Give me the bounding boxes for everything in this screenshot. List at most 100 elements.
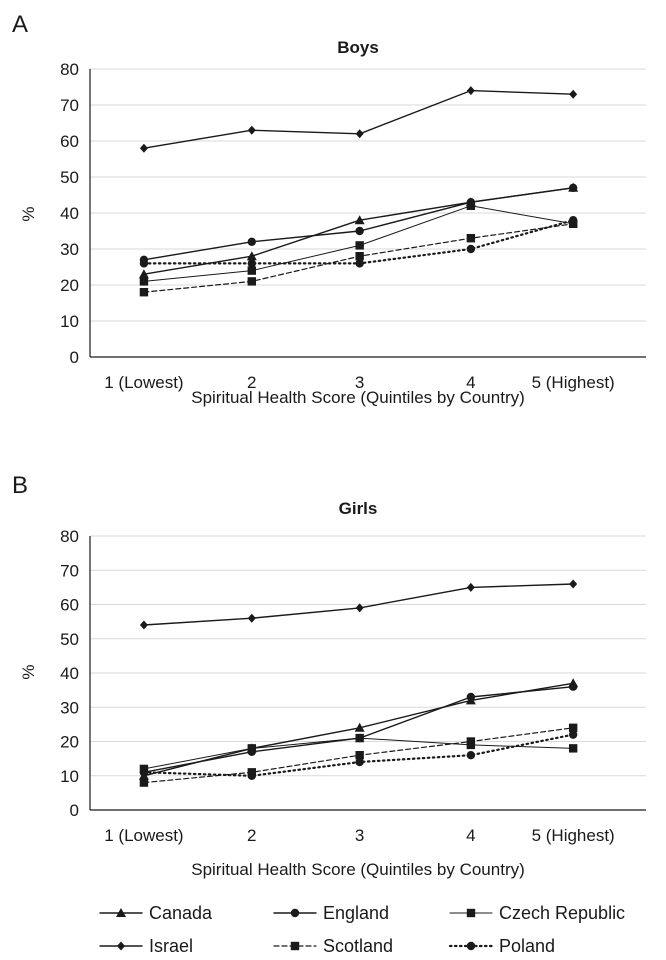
x-tick-label: 3 bbox=[355, 826, 364, 845]
legend-marker bbox=[466, 908, 476, 918]
data-point-czech-republic bbox=[139, 277, 149, 286]
data-point-canada bbox=[138, 269, 149, 279]
data-point-england bbox=[568, 682, 578, 691]
panel-letter-a: A bbox=[12, 11, 28, 38]
x-tick-label: 5 (Highest) bbox=[532, 373, 615, 392]
data-point-scotland bbox=[355, 751, 364, 760]
data-point-israel bbox=[569, 579, 578, 589]
y-tick-label: 0 bbox=[70, 348, 79, 367]
data-point-england bbox=[247, 237, 256, 246]
series-israel-girls bbox=[139, 579, 578, 630]
x-tick-label: 2 bbox=[247, 373, 256, 392]
legend-marker bbox=[290, 908, 300, 918]
legend-label: Canada bbox=[149, 903, 213, 923]
series-scotland-girls bbox=[139, 723, 578, 787]
legend-label: Scotland bbox=[323, 936, 393, 956]
legend-label: England bbox=[323, 903, 389, 923]
data-point-czech-republic bbox=[568, 744, 578, 753]
data-point-scotland bbox=[355, 252, 364, 261]
data-point-poland bbox=[466, 751, 476, 760]
data-point-scotland bbox=[466, 234, 476, 243]
series-poland-boys bbox=[139, 216, 578, 268]
data-point-czech-republic bbox=[355, 733, 364, 743]
series-line-israel bbox=[143, 89, 574, 149]
data-point-poland bbox=[355, 259, 364, 268]
legend-item-scotland: Scotland bbox=[273, 936, 393, 956]
legend-item-israel: Israel bbox=[99, 936, 193, 956]
data-point-czech-republic bbox=[355, 241, 364, 250]
data-point-israel bbox=[466, 86, 475, 96]
panel-boys: A Boys 0 10 20 30 40 50 60 70 80 1 (Lowest) 2 3 4 5 (… bbox=[12, 11, 646, 407]
y-tick-label: 30 bbox=[60, 240, 79, 259]
y-tick-label: 40 bbox=[60, 204, 79, 223]
legend-item-canada: Canada bbox=[99, 903, 213, 923]
chart-title-boys: Boys bbox=[337, 38, 379, 57]
legend-label: Israel bbox=[149, 936, 193, 956]
data-point-scotland bbox=[247, 277, 256, 286]
legend-marker bbox=[117, 941, 125, 951]
y-tick-label: 0 bbox=[70, 801, 79, 820]
y-tick-label: 70 bbox=[60, 96, 79, 115]
y-tick-label: 20 bbox=[60, 276, 79, 295]
legend: Canada England Czech Republic Israel Scotlan… bbox=[99, 903, 625, 956]
legend-label: Czech Republic bbox=[499, 903, 625, 923]
panel-letter-b: B bbox=[12, 472, 28, 499]
data-point-israel bbox=[355, 603, 364, 613]
data-point-poland bbox=[139, 259, 149, 268]
x-tick-label: 1 (Lowest) bbox=[104, 373, 183, 392]
y-tick-label: 50 bbox=[60, 168, 79, 187]
x-axis-label-boys: Spiritual Health Score (Quintiles by Cou… bbox=[191, 388, 525, 407]
y-tick-label: 80 bbox=[60, 60, 79, 79]
y-axis-label-boys: % bbox=[19, 206, 38, 221]
plot-area-boys: 0 10 20 30 40 50 60 70 80 1 (Lowest) 2 3 4 5 (Highest… bbox=[60, 60, 646, 392]
chart-title-girls: Girls bbox=[339, 499, 378, 518]
y-tick-label: 60 bbox=[60, 596, 79, 615]
legend-item-england: England bbox=[273, 903, 389, 923]
data-point-israel bbox=[247, 125, 256, 135]
data-point-poland bbox=[247, 771, 256, 780]
data-point-poland bbox=[247, 259, 256, 268]
y-tick-label: 30 bbox=[60, 698, 79, 717]
x-tick-label: 4 bbox=[466, 826, 475, 845]
x-tick-label: 3 bbox=[355, 373, 364, 392]
series-czech-republic-boys bbox=[139, 201, 578, 286]
data-point-israel bbox=[466, 582, 475, 592]
y-tick-label: 50 bbox=[60, 630, 79, 649]
legend-item-czech-republic: Czech Republic bbox=[449, 903, 625, 923]
data-point-poland bbox=[139, 768, 149, 777]
data-point-czech-republic bbox=[247, 266, 256, 275]
legend-marker bbox=[466, 941, 476, 951]
y-tick-label: 20 bbox=[60, 733, 79, 752]
data-point-canada bbox=[354, 722, 365, 732]
data-point-canada bbox=[354, 215, 365, 225]
legend-item-poland: Poland bbox=[448, 936, 555, 956]
legend-label: Poland bbox=[499, 936, 555, 956]
x-tick-label: 5 (Highest) bbox=[532, 826, 615, 845]
series-poland-girls bbox=[139, 730, 578, 780]
data-point-poland bbox=[466, 244, 476, 254]
x-tick-label: 1 (Lowest) bbox=[104, 826, 183, 845]
data-point-scotland bbox=[466, 737, 476, 746]
x-tick-label: 4 bbox=[466, 373, 475, 392]
data-point-england bbox=[568, 183, 578, 192]
y-tick-label: 70 bbox=[60, 561, 79, 580]
data-point-czech-republic bbox=[466, 201, 476, 210]
y-tick-label: 80 bbox=[60, 527, 79, 546]
data-point-israel bbox=[247, 613, 256, 623]
y-tick-label: 10 bbox=[60, 312, 79, 331]
y-axis-label-girls: % bbox=[19, 664, 38, 679]
data-point-czech-republic bbox=[247, 744, 256, 753]
y-tick-label: 10 bbox=[60, 767, 79, 786]
panel-girls: B Girls 0 10 20 30 40 50 60 70 80 1 (Lowest) 2 3 4 5 … bbox=[12, 472, 646, 879]
x-tick-label: 2 bbox=[247, 826, 256, 845]
data-point-scotland bbox=[568, 723, 578, 732]
data-point-scotland bbox=[139, 778, 149, 787]
data-point-scotland bbox=[139, 288, 149, 297]
data-point-israel bbox=[569, 89, 578, 99]
data-point-israel bbox=[139, 620, 148, 630]
y-tick-label: 40 bbox=[60, 664, 79, 683]
plot-area-girls: 0 10 20 30 40 50 60 70 80 1 (Lowest) 2 3 4 5 (Highest… bbox=[60, 527, 646, 845]
series-israel-boys bbox=[139, 86, 578, 153]
data-point-england bbox=[355, 226, 364, 236]
